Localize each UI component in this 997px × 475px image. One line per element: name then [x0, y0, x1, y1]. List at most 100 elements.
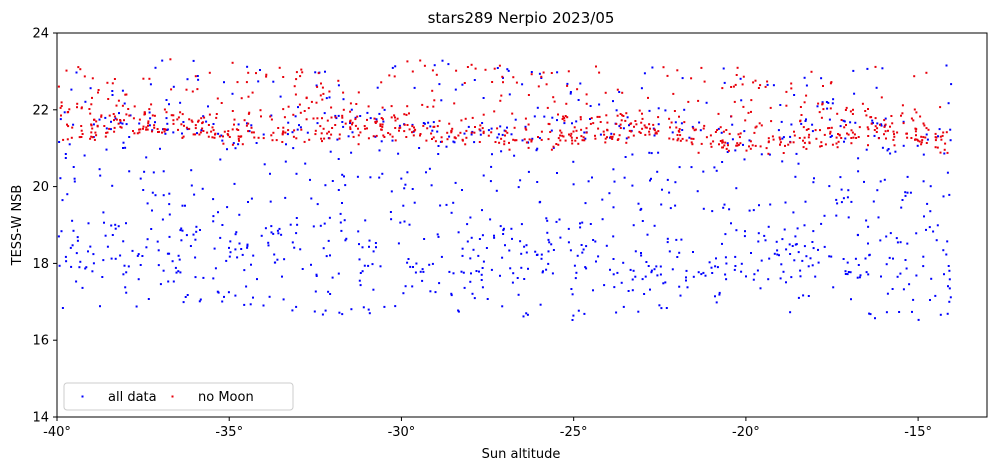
data-point: [873, 129, 876, 131]
data-point: [58, 264, 61, 267]
data-point: [247, 95, 250, 98]
data-point: [375, 134, 378, 137]
data-point: [415, 262, 418, 265]
data-point: [754, 79, 757, 82]
data-point: [948, 269, 951, 272]
data-point: [83, 75, 86, 78]
data-point: [177, 128, 179, 131]
data-point: [879, 239, 882, 242]
data-point: [431, 69, 434, 72]
data-point: [493, 236, 496, 239]
data-point: [736, 66, 739, 69]
data-point: [632, 134, 635, 137]
data-point: [293, 85, 296, 88]
data-point: [840, 201, 843, 204]
data-point: [571, 139, 574, 142]
data-point: [240, 97, 243, 100]
data-point: [291, 309, 294, 312]
data-point: [419, 133, 422, 135]
data-point: [906, 191, 909, 194]
data-point: [668, 191, 671, 194]
data-point: [287, 105, 290, 108]
data-point: [87, 222, 90, 225]
data-point: [566, 116, 569, 119]
data-point: [744, 119, 747, 122]
data-point: [452, 272, 455, 275]
data-point: [434, 140, 437, 143]
data-point: [902, 120, 905, 123]
data-point: [269, 172, 271, 175]
data-point: [465, 136, 468, 139]
data-point: [481, 267, 484, 269]
data-point: [147, 124, 149, 127]
data-point: [782, 270, 785, 273]
data-point: [734, 83, 737, 86]
data-point: [649, 288, 651, 291]
data-point: [583, 139, 586, 142]
data-point: [622, 115, 625, 117]
data-point: [323, 137, 326, 140]
data-point: [780, 263, 783, 266]
data-point: [172, 280, 175, 283]
data-point: [192, 133, 195, 136]
data-point: [394, 119, 397, 122]
data-point: [393, 114, 396, 117]
data-point: [200, 117, 203, 120]
data-point: [760, 153, 763, 156]
data-point: [742, 143, 744, 146]
data-point: [113, 115, 116, 118]
data-point: [387, 132, 390, 134]
data-point: [274, 261, 277, 264]
data-point: [295, 217, 298, 219]
data-point: [579, 82, 582, 85]
data-point: [238, 213, 241, 216]
data-point: [829, 82, 832, 85]
data-point: [394, 139, 397, 142]
data-point: [830, 255, 833, 258]
data-point: [540, 257, 543, 260]
data-point: [584, 266, 587, 269]
data-point: [839, 125, 842, 128]
data-point: [719, 126, 722, 129]
data-point: [106, 81, 109, 84]
data-point: [309, 178, 311, 181]
data-point: [207, 124, 210, 126]
data-point: [923, 215, 925, 218]
data-point: [212, 129, 215, 132]
data-point: [374, 122, 377, 124]
data-point: [430, 132, 433, 135]
data-point: [721, 161, 724, 163]
data-point: [269, 115, 272, 118]
data-point: [114, 257, 117, 260]
data-point: [506, 131, 509, 134]
data-point: [943, 273, 945, 276]
data-point: [939, 135, 942, 138]
data-point: [826, 107, 829, 110]
data-point: [192, 233, 195, 236]
data-point: [343, 175, 345, 178]
data-point: [198, 300, 201, 303]
data-point: [383, 136, 386, 138]
data-point: [735, 74, 738, 76]
data-point: [430, 184, 433, 187]
data-point: [91, 136, 94, 139]
data-point: [101, 276, 104, 278]
data-point: [599, 133, 602, 136]
data-point: [378, 176, 381, 179]
data-point: [619, 113, 622, 115]
data-point: [719, 140, 722, 142]
data-point: [632, 224, 635, 227]
data-point: [379, 123, 382, 126]
data-point: [315, 273, 318, 276]
data-point: [125, 113, 128, 116]
data-point: [628, 129, 631, 132]
data-point: [948, 300, 951, 303]
data-point: [844, 109, 847, 111]
data-point: [548, 241, 551, 244]
data-point: [282, 76, 285, 78]
data-point: [702, 127, 705, 130]
data-point: [408, 112, 410, 115]
data-point: [854, 121, 857, 124]
data-point: [298, 103, 301, 106]
data-point: [236, 256, 239, 259]
